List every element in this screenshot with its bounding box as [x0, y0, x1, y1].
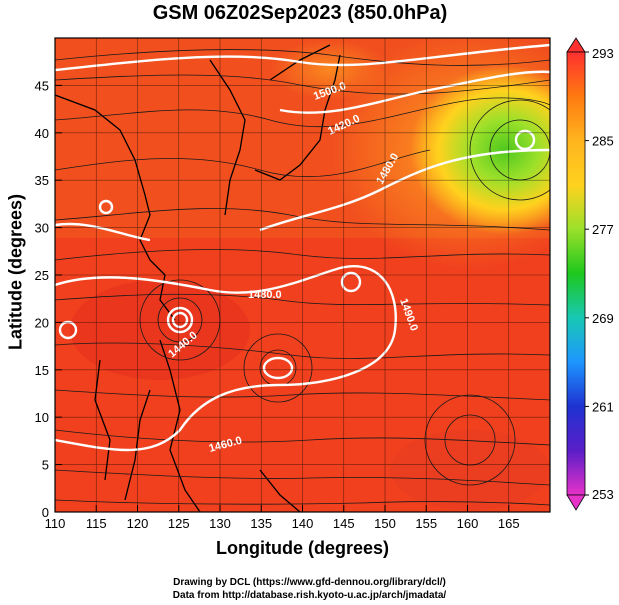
credit-drawing: Drawing by DCL (https://www.gfd-dennou.o…	[173, 577, 446, 588]
x-axis-title: Longitude (degrees)	[215, 538, 389, 558]
colorbar-top-arrow	[566, 37, 586, 53]
colorbar-label: 269	[592, 311, 614, 326]
y-tick-label: 45	[35, 78, 49, 93]
y-tick-label: 15	[35, 363, 49, 378]
x-tick-label: 120	[127, 516, 149, 531]
y-tick-label: 25	[35, 268, 49, 283]
x-tick-label: 110	[45, 516, 66, 531]
y-tick-label: 5	[42, 458, 49, 473]
x-tick-label: 135	[250, 516, 272, 531]
y-tick-label: 40	[35, 126, 49, 141]
x-tick-label: 155	[415, 516, 437, 531]
axis-ticks: 110 115 120 125 130 135 140 145 150 155 160 165 0 5 10…	[35, 78, 520, 531]
x-tick-label: 160	[457, 516, 479, 531]
y-tick-label: 0	[42, 505, 49, 520]
colorbar-label: 277	[592, 222, 614, 237]
y-tick-label: 30	[35, 221, 49, 236]
x-tick-label: 140	[292, 516, 314, 531]
x-tick-label: 125	[168, 516, 190, 531]
x-tick-label: 145	[333, 516, 355, 531]
map-title: GSM 06Z02Sep2023 (850.0hPa)	[152, 2, 448, 24]
colorbar: 293 285 277 269 261 253	[566, 37, 614, 511]
y-axis-title: Latitude (degrees)	[5, 193, 26, 351]
x-tick-label: 115	[86, 516, 107, 531]
x-tick-label: 150	[374, 516, 396, 531]
y-tick-label: 35	[35, 173, 49, 188]
colorbar-label: 261	[592, 399, 614, 414]
contour-label: 1480.0	[248, 289, 282, 301]
colorbar-label: 285	[592, 134, 614, 149]
x-tick-label: 165	[498, 516, 520, 531]
x-tick-label: 130	[209, 516, 231, 531]
temperature-field: 1480.0 1420.0 1500.0 1480.0 1440.0 1490.…	[55, 38, 550, 512]
credit-data: Data from http://database.rish.kyoto-u.a…	[172, 590, 447, 601]
latlon-grid	[55, 38, 550, 512]
colorbar-bar	[566, 51, 586, 496]
wind-streamlines	[55, 49, 550, 506]
geopotential-contours	[55, 43, 550, 452]
colorbar-bottom-arrow	[566, 494, 586, 511]
y-tick-label: 10	[35, 410, 49, 425]
y-tick-label: 20	[35, 315, 49, 330]
colorbar-label: 293	[592, 46, 614, 61]
colorbar-label: 253	[592, 487, 614, 502]
